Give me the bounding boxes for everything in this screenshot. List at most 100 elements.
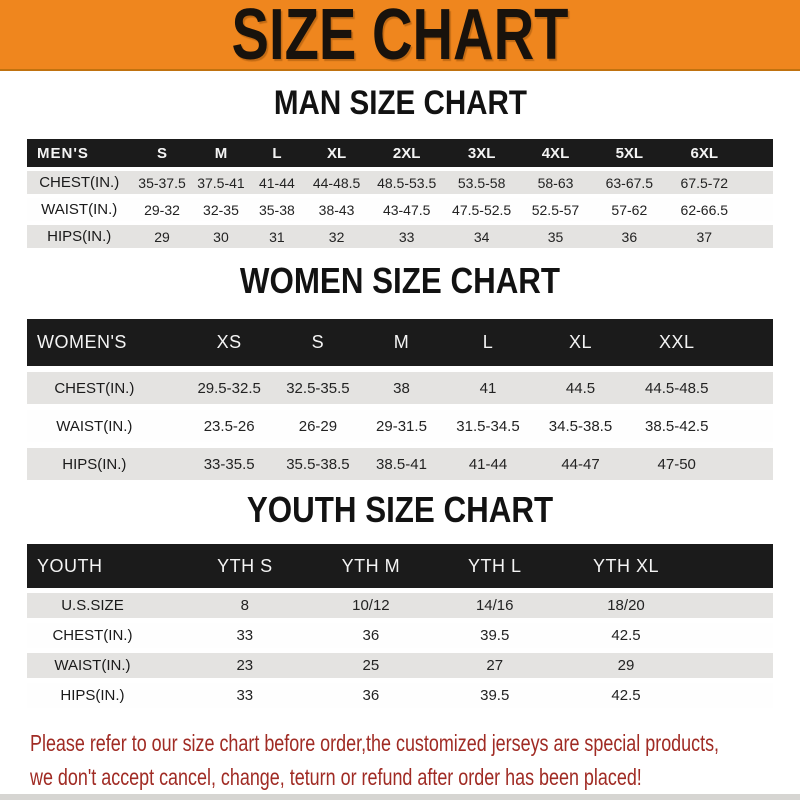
column-header: 3XL xyxy=(444,139,519,167)
table-row: HIPS(IN.) 29 30 31 32 33 34 35 36 37 xyxy=(27,225,773,248)
cell-value: 38-43 xyxy=(304,198,369,221)
cell-value: 34 xyxy=(444,225,519,248)
footer-line-1: Please refer to our size chart before or… xyxy=(30,730,720,756)
cell-value: 41-44 xyxy=(441,448,535,480)
table-corner-label: YOUTH xyxy=(27,544,180,588)
cell-value: 23.5-26 xyxy=(183,410,275,442)
row-label: U.S.SIZE xyxy=(27,593,180,618)
spacer-cell xyxy=(694,683,773,708)
cell-value: 32-35 xyxy=(192,198,250,221)
cell-value: 38.5-42.5 xyxy=(626,410,727,442)
column-header: 4XL xyxy=(518,139,593,167)
column-header: L xyxy=(441,319,535,366)
cell-value: 29-32 xyxy=(131,198,193,221)
footer-line: Please refer to our size chart before or… xyxy=(30,726,800,760)
spacer-cell xyxy=(694,544,773,588)
table-row: HIPS(IN.) 33 36 39.5 42.5 xyxy=(27,683,773,708)
cell-value: 67.5-72 xyxy=(666,171,743,194)
cell-value: 35.5-38.5 xyxy=(274,448,362,480)
cell-value: 36 xyxy=(309,623,433,648)
cell-value: 33 xyxy=(179,623,310,648)
women-section-heading: WOMEN SIZE CHART xyxy=(0,262,800,300)
footer-line-2: we don't accept cancel, change, teturn o… xyxy=(30,764,642,790)
table-row: WAIST(IN.) 23 25 27 29 xyxy=(27,653,773,678)
column-header: 5XL xyxy=(592,139,667,167)
column-header: XXL xyxy=(626,319,727,366)
spacer-cell xyxy=(742,171,773,194)
bottom-strip xyxy=(0,794,800,800)
cell-value: 42.5 xyxy=(557,683,695,708)
cell-value: 62-66.5 xyxy=(666,198,743,221)
spacer-cell xyxy=(726,372,773,404)
cell-value: 32.5-35.5 xyxy=(274,372,362,404)
youth-section-heading: YOUTH SIZE CHART xyxy=(0,491,800,529)
cell-value: 39.5 xyxy=(432,683,558,708)
column-header: YTH L xyxy=(432,544,558,588)
footer-note: Please refer to our size chart before or… xyxy=(30,726,800,794)
cell-value: 44.5-48.5 xyxy=(626,372,727,404)
cell-value: 63-67.5 xyxy=(592,171,667,194)
cell-value: 8 xyxy=(179,593,310,618)
cell-value: 58-63 xyxy=(518,171,593,194)
cell-value: 31 xyxy=(249,225,305,248)
spacer-cell xyxy=(694,623,773,648)
cell-value: 38 xyxy=(361,372,442,404)
cell-value: 53.5-58 xyxy=(444,171,519,194)
table-header-row: WOMEN'S XS S M L XL XXL xyxy=(27,319,773,366)
cell-value: 33 xyxy=(179,683,310,708)
row-label: WAIST(IN.) xyxy=(27,410,184,442)
spacer-cell xyxy=(742,225,773,248)
cell-value: 25 xyxy=(309,653,433,678)
cell-value: 29 xyxy=(131,225,193,248)
spacer-cell xyxy=(726,448,773,480)
spacer-cell xyxy=(742,198,773,221)
row-label: CHEST(IN.) xyxy=(27,372,184,404)
row-label: HIPS(IN.) xyxy=(27,448,184,480)
men-size-table: MEN'S S M L XL 2XL 3XL 4XL 5XL 6XL CHEST(IN.) 35-37… xyxy=(27,135,773,252)
youth-size-table: YOUTH YTH S YTH M YTH L YTH XL U.S.SIZE 8 10/12… xyxy=(27,539,773,713)
row-label: WAIST(IN.) xyxy=(27,653,180,678)
cell-value: 38.5-41 xyxy=(361,448,442,480)
spacer-cell xyxy=(726,410,773,442)
cell-value: 47.5-52.5 xyxy=(444,198,519,221)
cell-value: 43-47.5 xyxy=(368,198,445,221)
table-header-row: MEN'S S M L XL 2XL 3XL 4XL 5XL 6XL xyxy=(27,139,773,167)
cell-value: 35-38 xyxy=(249,198,305,221)
column-header: M xyxy=(192,139,250,167)
column-header: YTH S xyxy=(179,544,310,588)
cell-value: 32 xyxy=(304,225,369,248)
cell-value: 30 xyxy=(192,225,250,248)
cell-value: 31.5-34.5 xyxy=(441,410,535,442)
cell-value: 36 xyxy=(592,225,667,248)
row-label: HIPS(IN.) xyxy=(27,683,180,708)
cell-value: 34.5-38.5 xyxy=(534,410,627,442)
column-header: 2XL xyxy=(368,139,445,167)
cell-value: 52.5-57 xyxy=(518,198,593,221)
cell-value: 33-35.5 xyxy=(183,448,275,480)
cell-value: 39.5 xyxy=(432,623,558,648)
column-header: L xyxy=(249,139,305,167)
column-header: YTH M xyxy=(309,544,433,588)
cell-value: 37.5-41 xyxy=(192,171,250,194)
youth-section-heading-text: YOUTH SIZE CHART xyxy=(246,489,554,530)
women-size-table: WOMEN'S XS S M L XL XXL CHEST(IN.) 29.5-32.5 32.5… xyxy=(27,313,773,486)
cell-value: 29-31.5 xyxy=(361,410,442,442)
cell-value: 23 xyxy=(179,653,310,678)
cell-value: 41-44 xyxy=(249,171,305,194)
cell-value: 36 xyxy=(309,683,433,708)
cell-value: 42.5 xyxy=(557,623,695,648)
cell-value: 57-62 xyxy=(592,198,667,221)
column-header: S xyxy=(131,139,193,167)
row-label: CHEST(IN.) xyxy=(27,623,180,648)
column-header: XL xyxy=(304,139,369,167)
cell-value: 10/12 xyxy=(309,593,433,618)
table-corner-label: MEN'S xyxy=(27,139,132,167)
table-corner-label: WOMEN'S xyxy=(27,319,184,366)
women-section-heading-text: WOMEN SIZE CHART xyxy=(239,260,561,301)
man-section-heading-text: MAN SIZE CHART xyxy=(273,84,527,122)
spacer-cell xyxy=(694,653,773,678)
banner: SIZE CHART xyxy=(0,0,800,71)
cell-value: 44-48.5 xyxy=(304,171,369,194)
cell-value: 47-50 xyxy=(626,448,727,480)
